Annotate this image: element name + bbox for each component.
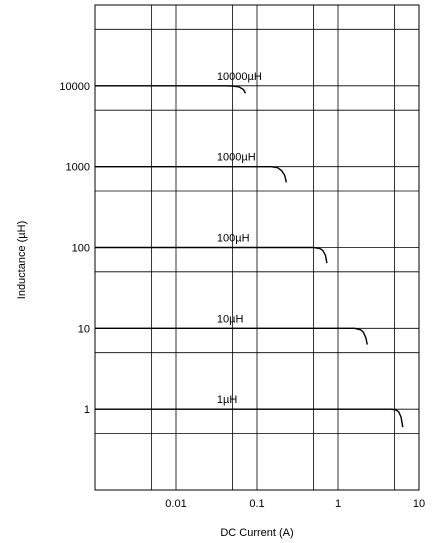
series-label-4: 1µH bbox=[217, 394, 237, 406]
series-label-0: 10000µH bbox=[217, 71, 262, 83]
series-label-3: 10µH bbox=[217, 313, 244, 325]
y-tick-label-1: 10 bbox=[78, 323, 90, 335]
series-label-1: 1000µH bbox=[217, 152, 256, 164]
series-line-0 bbox=[95, 85, 247, 94]
x-tick-label-2: 1 bbox=[335, 498, 341, 510]
y-tick-label-0: 1 bbox=[84, 404, 90, 416]
y-tick-label-2: 100 bbox=[72, 243, 90, 255]
y-tick-label-3: 1000 bbox=[66, 162, 90, 174]
x-tick-label-1: 0.1 bbox=[249, 498, 264, 510]
series-curves bbox=[95, 85, 404, 428]
series-label-2: 100µH bbox=[217, 233, 250, 245]
series-labels: 10000µH 1000µH 100µH 10µH 1µH bbox=[217, 71, 262, 406]
series-line-2 bbox=[95, 246, 328, 264]
series-line-4 bbox=[95, 408, 404, 428]
x-tick-label-3: 10 bbox=[413, 498, 425, 510]
x-tick-label-0: 0.01 bbox=[165, 498, 186, 510]
y-tick-label-4: 10000 bbox=[59, 81, 90, 93]
series-line-1 bbox=[95, 165, 287, 183]
x-tick-labels: 0.01 0.1 1 10 bbox=[165, 498, 425, 510]
y-axis-label: Inductance (µH) bbox=[16, 221, 28, 299]
x-axis-label: DC Current (A) bbox=[220, 527, 293, 539]
y-tick-labels: 1 10 100 1000 10000 bbox=[59, 81, 90, 416]
series-line-3 bbox=[95, 327, 368, 345]
